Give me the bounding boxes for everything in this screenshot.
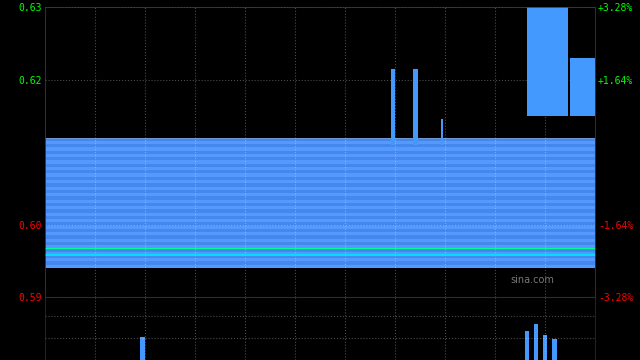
Bar [140,337,145,360]
Bar [543,335,547,360]
Bar [552,339,557,360]
Text: sina.com: sina.com [510,275,554,285]
Bar [534,324,538,360]
Bar [525,330,529,360]
